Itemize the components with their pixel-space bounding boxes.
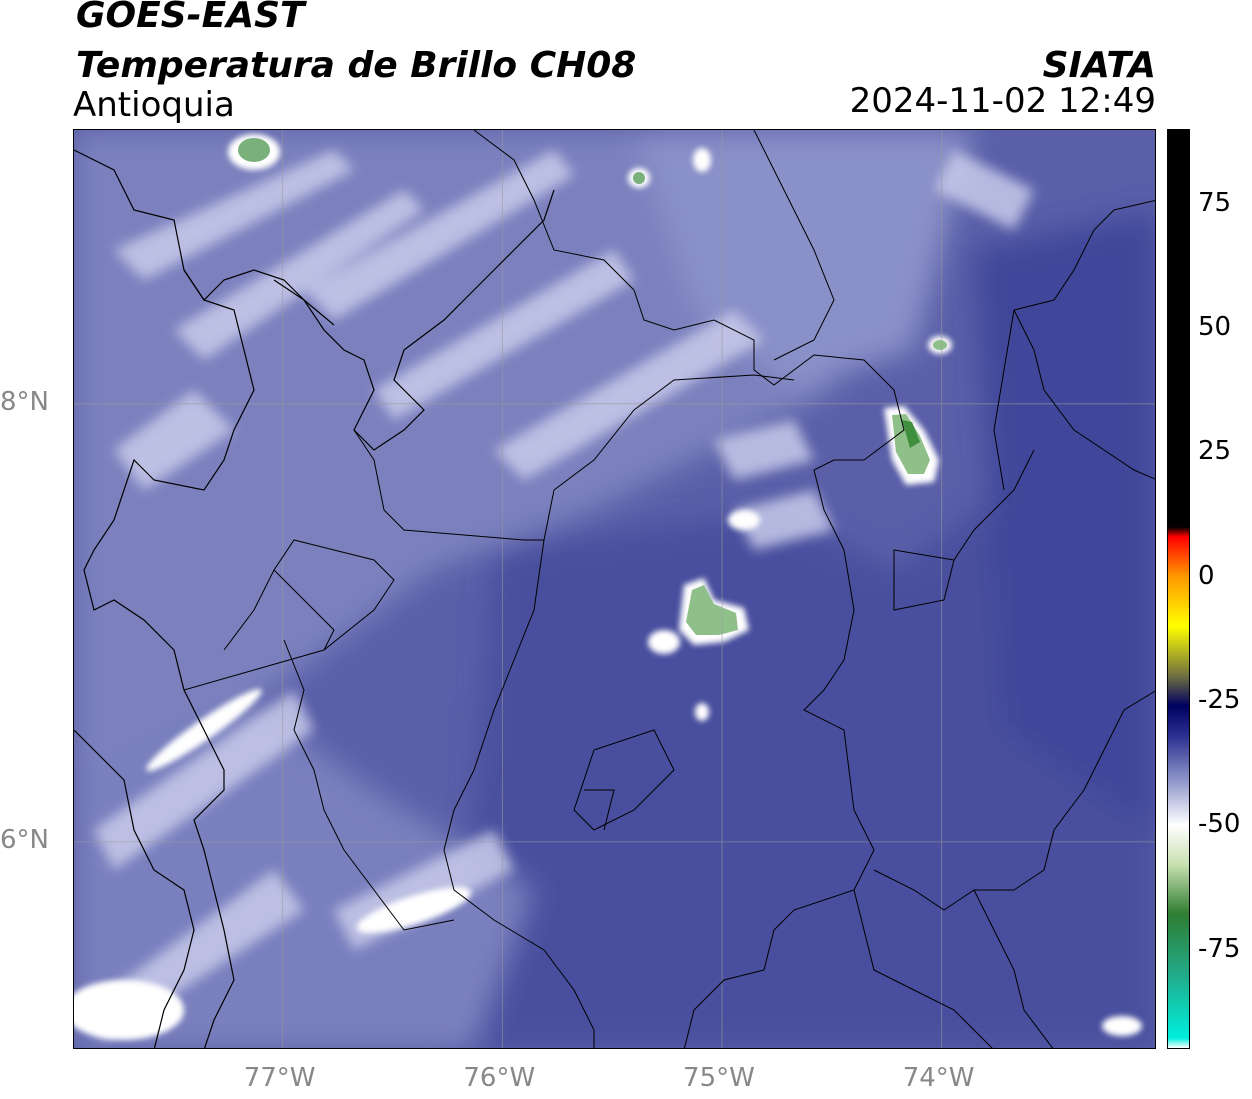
colorbar-tick: 0: [1198, 560, 1215, 591]
colorbar-tick: -25: [1198, 684, 1241, 715]
lat-label-8n: 8°N: [0, 386, 49, 417]
brightness-temperature-map[interactable]: [73, 129, 1156, 1049]
lon-label-77w: 77°W: [243, 1063, 316, 1093]
region-label: Antioquia: [73, 85, 235, 125]
satellite-title: GOES-EAST: [76, 0, 305, 36]
colorbar-tick: -75: [1198, 933, 1241, 964]
colorbar-tick: -50: [1198, 809, 1241, 840]
lon-label-75w: 75°W: [683, 1063, 755, 1093]
graticule: [74, 130, 1155, 1048]
product-title: Temperatura de Brillo CH08: [76, 45, 637, 86]
map-canvas: [74, 130, 1155, 1048]
colorbar-tick: 25: [1198, 436, 1232, 467]
colorbar-tick: 75: [1198, 187, 1232, 218]
colorbar-tick: 50: [1198, 311, 1232, 342]
dark-zone: [454, 210, 1155, 1048]
lat-label-6n: 6°N: [0, 824, 49, 855]
datetime-label: 2024-11-02 12:49: [849, 81, 1156, 121]
convective-cores: [228, 134, 952, 721]
lon-label-74w: 74°W: [902, 1063, 975, 1093]
lon-label-76w: 76°W: [463, 1063, 536, 1093]
agency-label: SIATA: [1042, 45, 1156, 86]
colorbar: [1167, 129, 1190, 1049]
coastlines: [74, 149, 555, 1048]
cloud-streaks: [84, 150, 1034, 1040]
department-boundaries: [183, 130, 1155, 1048]
